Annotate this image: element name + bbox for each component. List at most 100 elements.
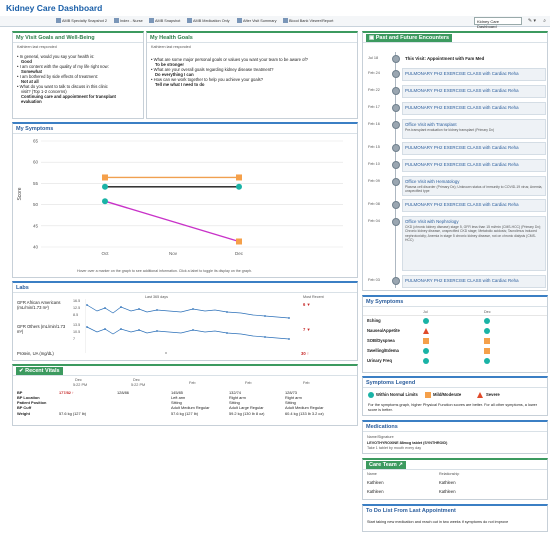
encounter-icon: [392, 201, 400, 209]
vitals-col-date: Feb: [245, 381, 252, 385]
legend-label[interactable]: Depression: [202, 263, 224, 264]
vitals-row-label: Patient Position: [17, 400, 47, 405]
health-goals-title: My Health Goals: [150, 35, 193, 41]
encounter-icon: [392, 144, 400, 152]
encounter-title[interactable]: PULMONARY PH2 EXERCISE CLASS with Cardia…: [405, 71, 519, 76]
symptom-circle-marker[interactable]: [484, 358, 490, 364]
legend-label[interactable]: Physical Function: [143, 263, 176, 264]
tab-icon: [237, 18, 242, 23]
encounter-row[interactable]: [402, 159, 546, 172]
encounter-icon: [392, 104, 400, 112]
symptom-square-marker[interactable]: [423, 338, 429, 344]
lab-tick: 16.5: [73, 299, 81, 303]
tab-amb-specialty-snapshot[interactable]: AMB Specialty Snapshot 2: [56, 18, 107, 23]
tab-blood-bank-viewer[interactable]: Blood Bank Viewer/Report: [283, 18, 333, 23]
labs-title: Labs: [16, 285, 29, 291]
vitals-value: Adult Large Regular: [229, 405, 264, 410]
encounter-row[interactable]: [402, 85, 546, 98]
encounter-title[interactable]: PULMONARY PH2 EXERCISE CLASS with Cardia…: [405, 278, 519, 283]
encounter-title[interactable]: Office Visit with Transplant: [405, 122, 457, 127]
encounter-title[interactable]: Office Visit with Nephrology: [405, 219, 459, 224]
list-item: • What are some major personal goals or …: [151, 57, 308, 62]
encounter-row[interactable]: [402, 176, 546, 196]
encounter-title[interactable]: PULMONARY PH2 EXERCISE CLASS with Cardia…: [405, 202, 519, 207]
symptom-square-marker[interactable]: [484, 348, 490, 354]
symptom-triangle-marker[interactable]: [423, 328, 429, 334]
symptom-circle-marker[interactable]: [423, 358, 429, 364]
vitals-row-label: BP Location: [17, 395, 40, 400]
care-team-name[interactable]: Kathleen: [367, 489, 384, 494]
medications-col: Name/Signature: [367, 435, 394, 439]
tab-after-visit-summary[interactable]: After Visit Summary: [237, 18, 276, 23]
square-marker[interactable]: [236, 174, 242, 181]
timeline-line: [395, 52, 396, 288]
medication-name[interactable]: LEVOTHYROXINE 88mcg tablet (SYNTHROID): [367, 441, 448, 445]
care-team-col: Name: [367, 472, 377, 476]
circle-marker[interactable]: [102, 183, 108, 190]
encounter-title[interactable]: PULMONARY PH2 EXERCISE CLASS with Cardia…: [405, 88, 519, 93]
list-item: • How can we work together to help you a…: [151, 77, 264, 82]
symptom-table-panel: My Symptoms Jul Dec: [362, 295, 548, 373]
symptom-circle-marker[interactable]: [484, 328, 490, 334]
symptom-col: Dec: [484, 310, 491, 314]
vitals-col-date: Feb: [189, 381, 196, 385]
vitals-row-label: BP Cuff: [17, 405, 32, 410]
symptom-circle-marker[interactable]: [423, 348, 429, 354]
square-marker[interactable]: [236, 238, 242, 245]
lab-tick: 13.5: [73, 323, 81, 327]
health-goals-header: My Health Goals: [147, 33, 357, 43]
encounter-row[interactable]: [402, 68, 546, 81]
encounter-title[interactable]: PULMONARY PH2 EXERCISE CLASS with Cardia…: [405, 105, 519, 110]
vitals-col-date: Dec: [75, 378, 82, 382]
medications-panel: Medications Name/Signature LEVOTHYROXINE…: [362, 420, 548, 454]
encounter-row[interactable]: [402, 102, 546, 115]
encounter-row[interactable]: [402, 53, 546, 65]
encounter-row[interactable]: [402, 275, 546, 288]
encounter-row[interactable]: [402, 216, 546, 271]
square-marker[interactable]: [102, 174, 108, 181]
encounter-detail: CKD (chronic kidney disease) stage 5, GF…: [405, 225, 542, 242]
symptom-row-label: Itching: [367, 318, 381, 323]
care-team-panel: Care Team ↗ Name Relationship Kathleen K…: [362, 458, 548, 500]
encounter-row[interactable]: [402, 119, 546, 139]
circle-marker[interactable]: [102, 198, 108, 205]
encounter-title[interactable]: PULMONARY PH2 EXERCISE CLASS with Cardia…: [405, 145, 519, 150]
tab-index-nurse[interactable]: Index - Nurse: [114, 18, 143, 23]
symptom-table-title: My Symptoms: [366, 299, 404, 305]
vitals-header: ✔ Recent Vitals: [13, 366, 357, 376]
encounter-title[interactable]: This Visit: Appointment with Fam Med: [405, 56, 485, 61]
y-tick-label: 50: [33, 202, 39, 207]
encounter-title[interactable]: PULMONARY PH2 EXERCISE CLASS with Cardia…: [405, 162, 519, 167]
encounter-date: Feb 16: [368, 122, 380, 126]
search-icon[interactable]: ⌕: [543, 18, 546, 24]
vitals-value: 57.6 kg (127 lb): [171, 411, 199, 416]
symptom-square-marker[interactable]: [484, 338, 490, 344]
normal-marker: [368, 392, 374, 398]
lab-name: GFR African Americans (mL/min/1.73 m²): [17, 300, 61, 311]
tab-icon: [56, 18, 61, 23]
care-team-title: Care Team ↗: [366, 461, 406, 469]
encounter-row[interactable]: [402, 199, 546, 212]
tab-amb-snapshot[interactable]: AMB Snapshot: [149, 18, 180, 23]
symptom-circle-marker[interactable]: [484, 318, 490, 324]
edit-menu-icon[interactable]: ✎ ▾: [527, 18, 536, 24]
tab-amb-medication-only[interactable]: AMB Medication Only: [187, 18, 230, 23]
care-team-name[interactable]: Kathleen: [367, 480, 384, 485]
legend-title: Symptoms Legend: [366, 380, 416, 386]
series-line-physical-function[interactable]: [104, 200, 240, 243]
vitals-value: Left arm: [171, 395, 186, 400]
legend-note: For the symptoms graph, higher Physical …: [368, 403, 538, 412]
vitals-value: 128/73: [285, 390, 297, 395]
symptom-circle-marker[interactable]: [423, 318, 429, 324]
answer: Tell me what I need to do: [155, 82, 205, 87]
encounter-date: Feb 09: [368, 179, 380, 183]
labs-sparklines: [85, 299, 290, 354]
legend-label[interactable]: Fatigue: [245, 263, 260, 264]
view-select[interactable]: Kidney Care Dashboard: [474, 17, 522, 29]
lab-recent-value: 30 ↑: [301, 351, 309, 356]
encounter-title[interactable]: Office Visit with Hematology: [405, 179, 460, 184]
symptoms-line-chart: 40 45 50 55 60 65 Score Oct Nov Dec Physical Funct…: [17, 139, 343, 264]
circle-marker[interactable]: [236, 183, 242, 190]
y-tick-label: 45: [33, 223, 39, 228]
encounter-row[interactable]: [402, 142, 546, 155]
